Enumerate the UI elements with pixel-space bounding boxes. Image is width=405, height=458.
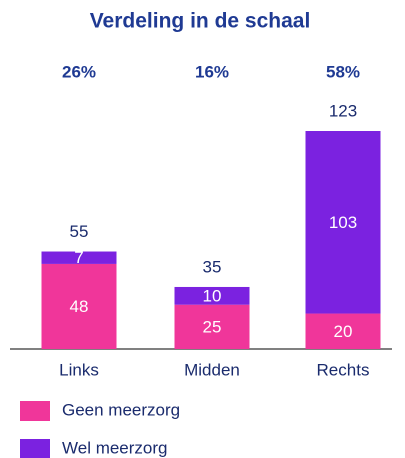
- x-tick-label: Links: [59, 360, 99, 379]
- segment-label: 103: [329, 213, 357, 232]
- segment-label: 25: [203, 317, 222, 336]
- bar-segment: [305, 131, 381, 314]
- legend-swatch: [20, 401, 50, 421]
- bar-segment: [305, 313, 381, 349]
- bar-segment: [174, 286, 250, 305]
- legend-swatch: [20, 439, 50, 458]
- bar-segment: [41, 263, 117, 349]
- legend-label: Geen meerzorg: [62, 400, 180, 419]
- segment-label: 10: [203, 286, 222, 305]
- x-tick-label: Midden: [184, 360, 240, 379]
- chart-title: Verdeling in de schaal: [90, 10, 311, 33]
- x-tick-label: Rechts: [317, 360, 370, 379]
- total-label: 123: [329, 101, 357, 120]
- bar-segment: [174, 304, 250, 349]
- share-label: 16%: [195, 62, 229, 81]
- share-label: 58%: [326, 62, 360, 81]
- total-label: 55: [70, 222, 89, 241]
- segment-label: 20: [334, 322, 353, 341]
- total-label: 35: [203, 257, 222, 276]
- share-label: 26%: [62, 62, 96, 81]
- bar-segment: [41, 251, 117, 264]
- legend-label: Wel meerzorg: [62, 438, 168, 457]
- segment-label: 48: [70, 297, 89, 316]
- segment-label: 7: [74, 248, 83, 267]
